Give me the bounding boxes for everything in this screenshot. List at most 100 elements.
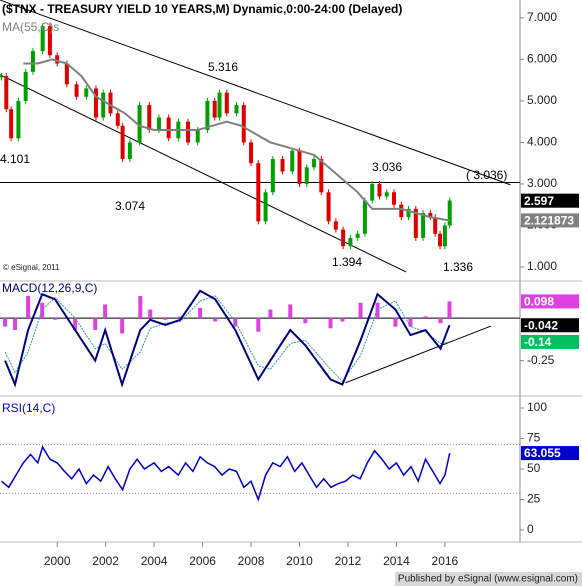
candle [280, 159, 285, 172]
y-tick-label: 100 [527, 400, 547, 414]
histogram-bar [178, 316, 183, 319]
value-marker-label: 2.597 [524, 194, 554, 208]
candle [362, 200, 367, 234]
histogram-bar [13, 318, 18, 330]
candle [421, 213, 426, 238]
value-marker [521, 446, 579, 461]
footer: Published by eSignal (www.esignal.com) [398, 574, 578, 585]
y-tick-label: 5.000 [527, 93, 557, 107]
candle [147, 105, 152, 130]
y-tick-label: 3.000 [527, 176, 557, 190]
candle [234, 105, 239, 114]
candle [23, 71, 28, 101]
copyright: © eSignal, 2011 [3, 263, 60, 272]
trend-line [0, 0, 511, 186]
candle [348, 237, 353, 247]
value-marker [521, 193, 579, 208]
value-marker [521, 213, 579, 228]
histogram-bar [393, 318, 398, 327]
candle [433, 217, 438, 234]
candle [120, 125, 125, 160]
histogram-bar [340, 318, 345, 322]
candle [270, 159, 275, 193]
value-marker [521, 318, 579, 333]
value-marker-label: 0.098 [524, 295, 554, 309]
histogram-bar [198, 307, 203, 319]
candle [166, 117, 171, 139]
candle [399, 204, 404, 218]
y-tick-label: 7.000 [527, 10, 557, 24]
candle [212, 100, 217, 118]
rsi-line [1, 445, 451, 502]
histogram-bar [138, 295, 143, 319]
candle [55, 55, 60, 64]
value-marker-label: -0.042 [524, 318, 558, 332]
histogram-bar [163, 318, 168, 320]
histogram-bar [93, 318, 98, 330]
y-tick-label: 4.000 [527, 135, 557, 149]
macd-line [4, 289, 451, 388]
candle [64, 63, 69, 85]
histogram-bar [120, 318, 125, 334]
x-tick-label: 2008 [238, 554, 265, 568]
signal-line [4, 295, 450, 382]
histogram-bar [148, 309, 153, 319]
candle [186, 121, 191, 143]
histogram-bar [103, 304, 108, 319]
histogram-bar [73, 318, 78, 330]
y-tick-label: 6.000 [527, 52, 557, 66]
y-tick-label: 75 [527, 431, 541, 445]
candle [447, 200, 452, 226]
annotation: 3.074 [115, 199, 145, 213]
candle [84, 88, 89, 97]
candle [319, 159, 324, 193]
x-tick-label: 2006 [189, 554, 216, 568]
candle [217, 92, 222, 118]
y-tick-label: 25 [527, 492, 541, 506]
histogram-bar [213, 318, 218, 322]
panel-title: MACD(12,26,9,C) [2, 281, 97, 295]
candle [30, 51, 35, 72]
histogram-bar [438, 318, 443, 324]
histogram-bar [358, 302, 363, 319]
value-marker [521, 294, 579, 309]
candle [74, 84, 79, 97]
candle [355, 233, 360, 238]
candle [297, 150, 302, 184]
annotation: 1.336 [443, 260, 473, 274]
x-tick-label: 2000 [44, 554, 71, 568]
candle [101, 92, 106, 118]
histogram-bar [268, 309, 273, 319]
value-marker [521, 334, 579, 349]
candle [205, 100, 210, 130]
legend-ma: MA(55,C)s [2, 20, 59, 34]
candle [391, 192, 396, 205]
candle [195, 129, 200, 143]
y-tick-label: 1.000 [527, 259, 557, 273]
candle [413, 208, 418, 238]
candle [16, 100, 21, 139]
candle [241, 105, 246, 143]
value-marker-label: -0.14 [524, 335, 552, 349]
histogram-bar [408, 318, 413, 327]
histogram-bar [303, 318, 308, 324]
x-tick-label: 2012 [335, 554, 362, 568]
histogram-bar [423, 316, 428, 319]
candle [256, 163, 261, 222]
annotation: 1.394 [332, 255, 362, 269]
candle [438, 233, 443, 247]
chart-title: ($TNX - TREASURY YIELD 10 YEARS,M) Dynam… [2, 2, 402, 16]
value-marker-label: 2.121873 [524, 214, 574, 228]
candle [40, 26, 45, 52]
x-tick-label: 2014 [383, 554, 410, 568]
candle [9, 109, 14, 139]
candle [127, 142, 132, 160]
panel-title: RSI(14,C) [2, 401, 55, 415]
candle [312, 159, 317, 168]
candle [0, 75, 4, 78]
x-tick-label: 2002 [92, 554, 119, 568]
candle [115, 113, 120, 126]
y-tick-label: -0.25 [527, 353, 555, 367]
candle [249, 142, 254, 164]
